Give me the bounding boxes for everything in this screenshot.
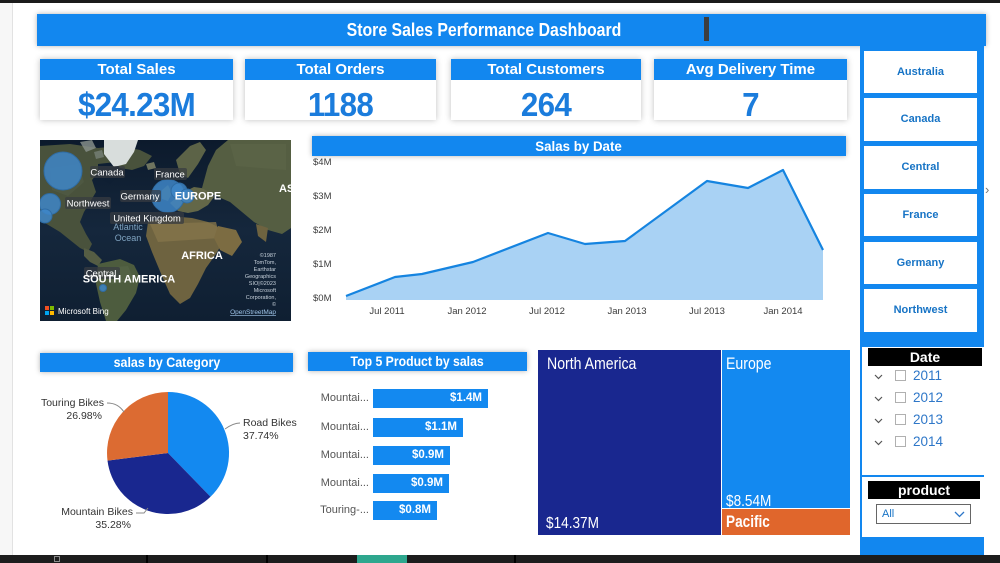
svg-text:Northwest: Northwest (67, 199, 110, 210)
svg-text:Road Bikes: Road Bikes (243, 417, 297, 429)
svg-text:Jan 2013: Jan 2013 (607, 306, 646, 317)
svg-text:©1987: ©1987 (260, 252, 276, 259)
svg-text:SIO|©2023: SIO|©2023 (249, 280, 276, 287)
svg-text:France: France (155, 170, 185, 181)
svg-text:Geographics: Geographics (245, 274, 276, 280)
svg-text:Ocean: Ocean (115, 233, 142, 243)
svg-text:EUROPE: EUROPE (175, 191, 221, 203)
svg-text:Mountain Bikes: Mountain Bikes (61, 506, 133, 518)
svg-text:Central: Central (86, 269, 117, 280)
svg-text:Jul 2012: Jul 2012 (529, 306, 565, 317)
svg-text:$1M: $1M (313, 259, 332, 270)
svg-text:Jan 2014: Jan 2014 (763, 306, 802, 317)
svg-text:35.28%: 35.28% (95, 519, 131, 531)
svg-text:Jan 2012: Jan 2012 (447, 306, 486, 317)
svg-text:Atlantic: Atlantic (113, 222, 143, 232)
svg-text:Canada: Canada (90, 168, 124, 179)
svg-text:Jul 2013: Jul 2013 (689, 306, 725, 317)
svg-text:$4M: $4M (313, 157, 332, 168)
svg-text:$2M: $2M (313, 225, 332, 236)
svg-text:Touring Bikes: Touring Bikes (41, 397, 104, 409)
svg-text:United Kingdom: United Kingdom (113, 214, 181, 225)
svg-text:Germany: Germany (120, 192, 159, 203)
svg-text:Corporation,: Corporation, (246, 295, 277, 301)
svg-text:26.98%: 26.98% (66, 410, 102, 422)
svg-text:Earthstar: Earthstar (254, 267, 276, 273)
svg-text:$0M: $0M (313, 293, 332, 304)
svg-text:AFRICA: AFRICA (181, 250, 223, 262)
svg-text:37.74%: 37.74% (243, 430, 279, 442)
svg-text:ASIA: ASIA (279, 183, 291, 195)
svg-text:©: © (272, 301, 276, 308)
svg-text:TomTom,: TomTom, (254, 260, 277, 266)
svg-text:Microsoft: Microsoft (254, 288, 277, 294)
svg-text:$3M: $3M (313, 191, 332, 202)
svg-text:OpenStreetMap: OpenStreetMap (230, 309, 276, 316)
svg-text:Jul 2011: Jul 2011 (369, 306, 404, 317)
svg-text:Microsoft Bing: Microsoft Bing (58, 307, 109, 316)
svg-text:SOUTH AMERICA: SOUTH AMERICA (83, 274, 176, 286)
